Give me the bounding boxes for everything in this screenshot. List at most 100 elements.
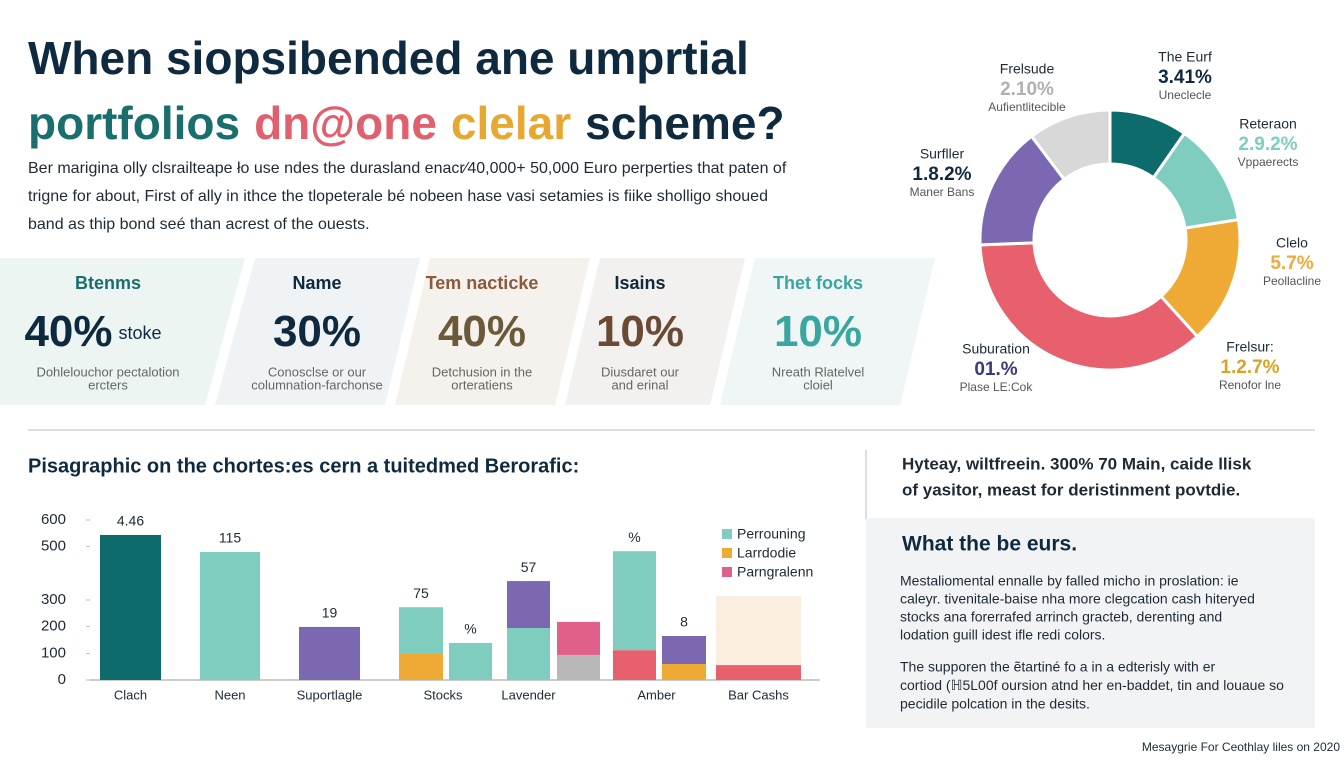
chart-title: Pisagraphic on the chortes:es cern a tui… <box>28 455 579 477</box>
sidebar-text: pecidile polcation in the desits. <box>900 696 1090 712</box>
card-bg <box>720 258 935 405</box>
y-tick-label: 500 <box>41 538 66 555</box>
bar-top-label: 8 <box>680 614 688 630</box>
annotation-note: Maner Bans <box>910 185 975 199</box>
sidebar-text: Mestaliomental ennalle by falled micho i… <box>900 573 1239 589</box>
stat-value-number: 40% <box>24 307 112 356</box>
bar-segment <box>507 581 550 628</box>
bar-segment <box>399 653 443 680</box>
annotation-title: Suburation <box>962 341 1030 357</box>
bar-segment <box>557 621 600 655</box>
bar-top-label: % <box>464 621 476 637</box>
annotation-value: 5.7% <box>1270 253 1313 274</box>
annotation-value: 2.9.2% <box>1238 134 1297 155</box>
bar-segment <box>507 628 550 680</box>
bar-segment <box>716 596 801 666</box>
annotation-value: 3.41% <box>1158 67 1212 88</box>
legend-swatch <box>722 567 732 577</box>
sidebar-text: The supporen the ẽtartiné fo a in a edte… <box>900 659 1216 675</box>
title-part: clelar <box>451 97 571 149</box>
bar-segment <box>449 642 492 680</box>
sidebar-text: lodation guill idest ifle redi colors. <box>900 627 1105 643</box>
legend-swatch <box>722 529 732 539</box>
annotation-note: Renofor lne <box>1219 378 1281 392</box>
annotation-value: 1.8.2% <box>912 164 971 185</box>
annotation-note: Peollacline <box>1263 274 1321 288</box>
stat-note: and erinal <box>611 377 668 392</box>
stat-label: Thet focks <box>773 273 863 293</box>
stat-note: cloiel <box>803 377 833 392</box>
bar-segment <box>613 551 656 651</box>
stat-label: Tem nacticke <box>426 273 539 293</box>
bar-segment <box>200 552 260 680</box>
stat-note: Nreath Rlatelvel <box>772 364 865 379</box>
stat-label: Isains <box>614 273 665 293</box>
annotation-note: Vppaerects <box>1238 155 1299 169</box>
intro-line: trigne for about, First of ally in ithce… <box>28 188 768 205</box>
y-tick-label: 100 <box>41 644 66 661</box>
x-tick-label: Amber <box>637 687 676 702</box>
bar-top-label: 115 <box>219 530 242 546</box>
annotation-note: Uneclecle <box>1159 88 1212 102</box>
x-tick-label: Bar Cashs <box>728 687 789 702</box>
x-tick-label: Lavender <box>501 687 556 702</box>
bar-segment <box>716 665 801 680</box>
donut-slice <box>1029 108 1112 182</box>
stat-value: 10% <box>596 307 684 356</box>
x-tick-label: Stocks <box>423 687 463 702</box>
bar-top-label: 57 <box>521 559 537 575</box>
y-tick-label: 600 <box>41 511 66 528</box>
stat-note: ercters <box>88 377 128 392</box>
x-tick-label: Suportlagle <box>297 687 363 702</box>
annotation-title: Frelsur: <box>1226 339 1273 355</box>
y-tick-label: 200 <box>41 618 66 635</box>
card-bg <box>215 258 420 405</box>
y-tick-label: 0 <box>58 671 66 688</box>
stat-value-number: 30% <box>273 307 361 356</box>
box-title: What the be eurs. <box>902 533 1077 556</box>
x-tick-label: Neen <box>214 687 245 702</box>
sidebar-text: cortiod (ℍ5L00f oursion atnd her en-badd… <box>900 677 1284 693</box>
annotation-title: Clelo <box>1276 235 1308 251</box>
bar-segment <box>662 636 706 664</box>
annotation-value: 01.% <box>974 359 1017 380</box>
stat-note: Detchusion in the <box>432 364 532 379</box>
annotation-title: Reteraon <box>1239 116 1297 132</box>
title: When siopsibended ane umprtial <box>28 32 749 84</box>
annotation-value: 2.10% <box>1000 79 1054 100</box>
donut-slice <box>978 241 1200 372</box>
legend-label: Perrouning <box>737 526 806 542</box>
annotation-title: Surfller <box>920 146 965 162</box>
stat-note: Conosclse or our <box>268 364 367 379</box>
sidebar-text: stocks ana forerrafed arrinch gracteb, d… <box>900 609 1222 625</box>
stat-suffix: stoke <box>119 323 162 343</box>
sidebar-heading: Hyteay, wiltfreein. 300% 70 Main, caide … <box>902 454 1252 473</box>
bar-segment <box>399 607 443 654</box>
annotation-note: Aufientlitecible <box>988 100 1066 114</box>
stat-value-number: 40% <box>438 307 526 356</box>
legend-label: Parngralenn <box>737 564 813 580</box>
title-part: portfolios <box>28 97 240 149</box>
stat-value-number: 10% <box>596 307 684 356</box>
bar-segment <box>613 650 656 680</box>
annotation-title: The Eurf <box>1158 49 1212 65</box>
bar-top-label: 19 <box>322 605 338 621</box>
sidebar-box <box>866 518 1315 728</box>
title-part: scheme? <box>585 97 784 149</box>
bar-top-label: 75 <box>413 585 429 601</box>
bar-segment <box>557 654 600 680</box>
stat-value: 40% stoke <box>24 307 161 356</box>
bar-segment <box>662 664 706 680</box>
card-bg <box>565 258 745 405</box>
stat-note: columnation-farchonse <box>251 377 383 392</box>
sidebar-heading: of yasitor, meast for deristinment povtd… <box>902 480 1240 499</box>
stat-note: orteratiens <box>451 377 513 392</box>
y-tick-label: 300 <box>41 591 66 608</box>
stat-note: Diusdaret our <box>601 364 680 379</box>
intro-line: Ber marigina olly clsrailteape ło use nd… <box>28 160 787 177</box>
stat-value: 10% <box>774 307 862 356</box>
footer: Mesaygrie For Ceothlay liles on 2020 <box>1142 740 1340 754</box>
card-bg <box>0 258 245 405</box>
legend-swatch <box>722 548 732 558</box>
